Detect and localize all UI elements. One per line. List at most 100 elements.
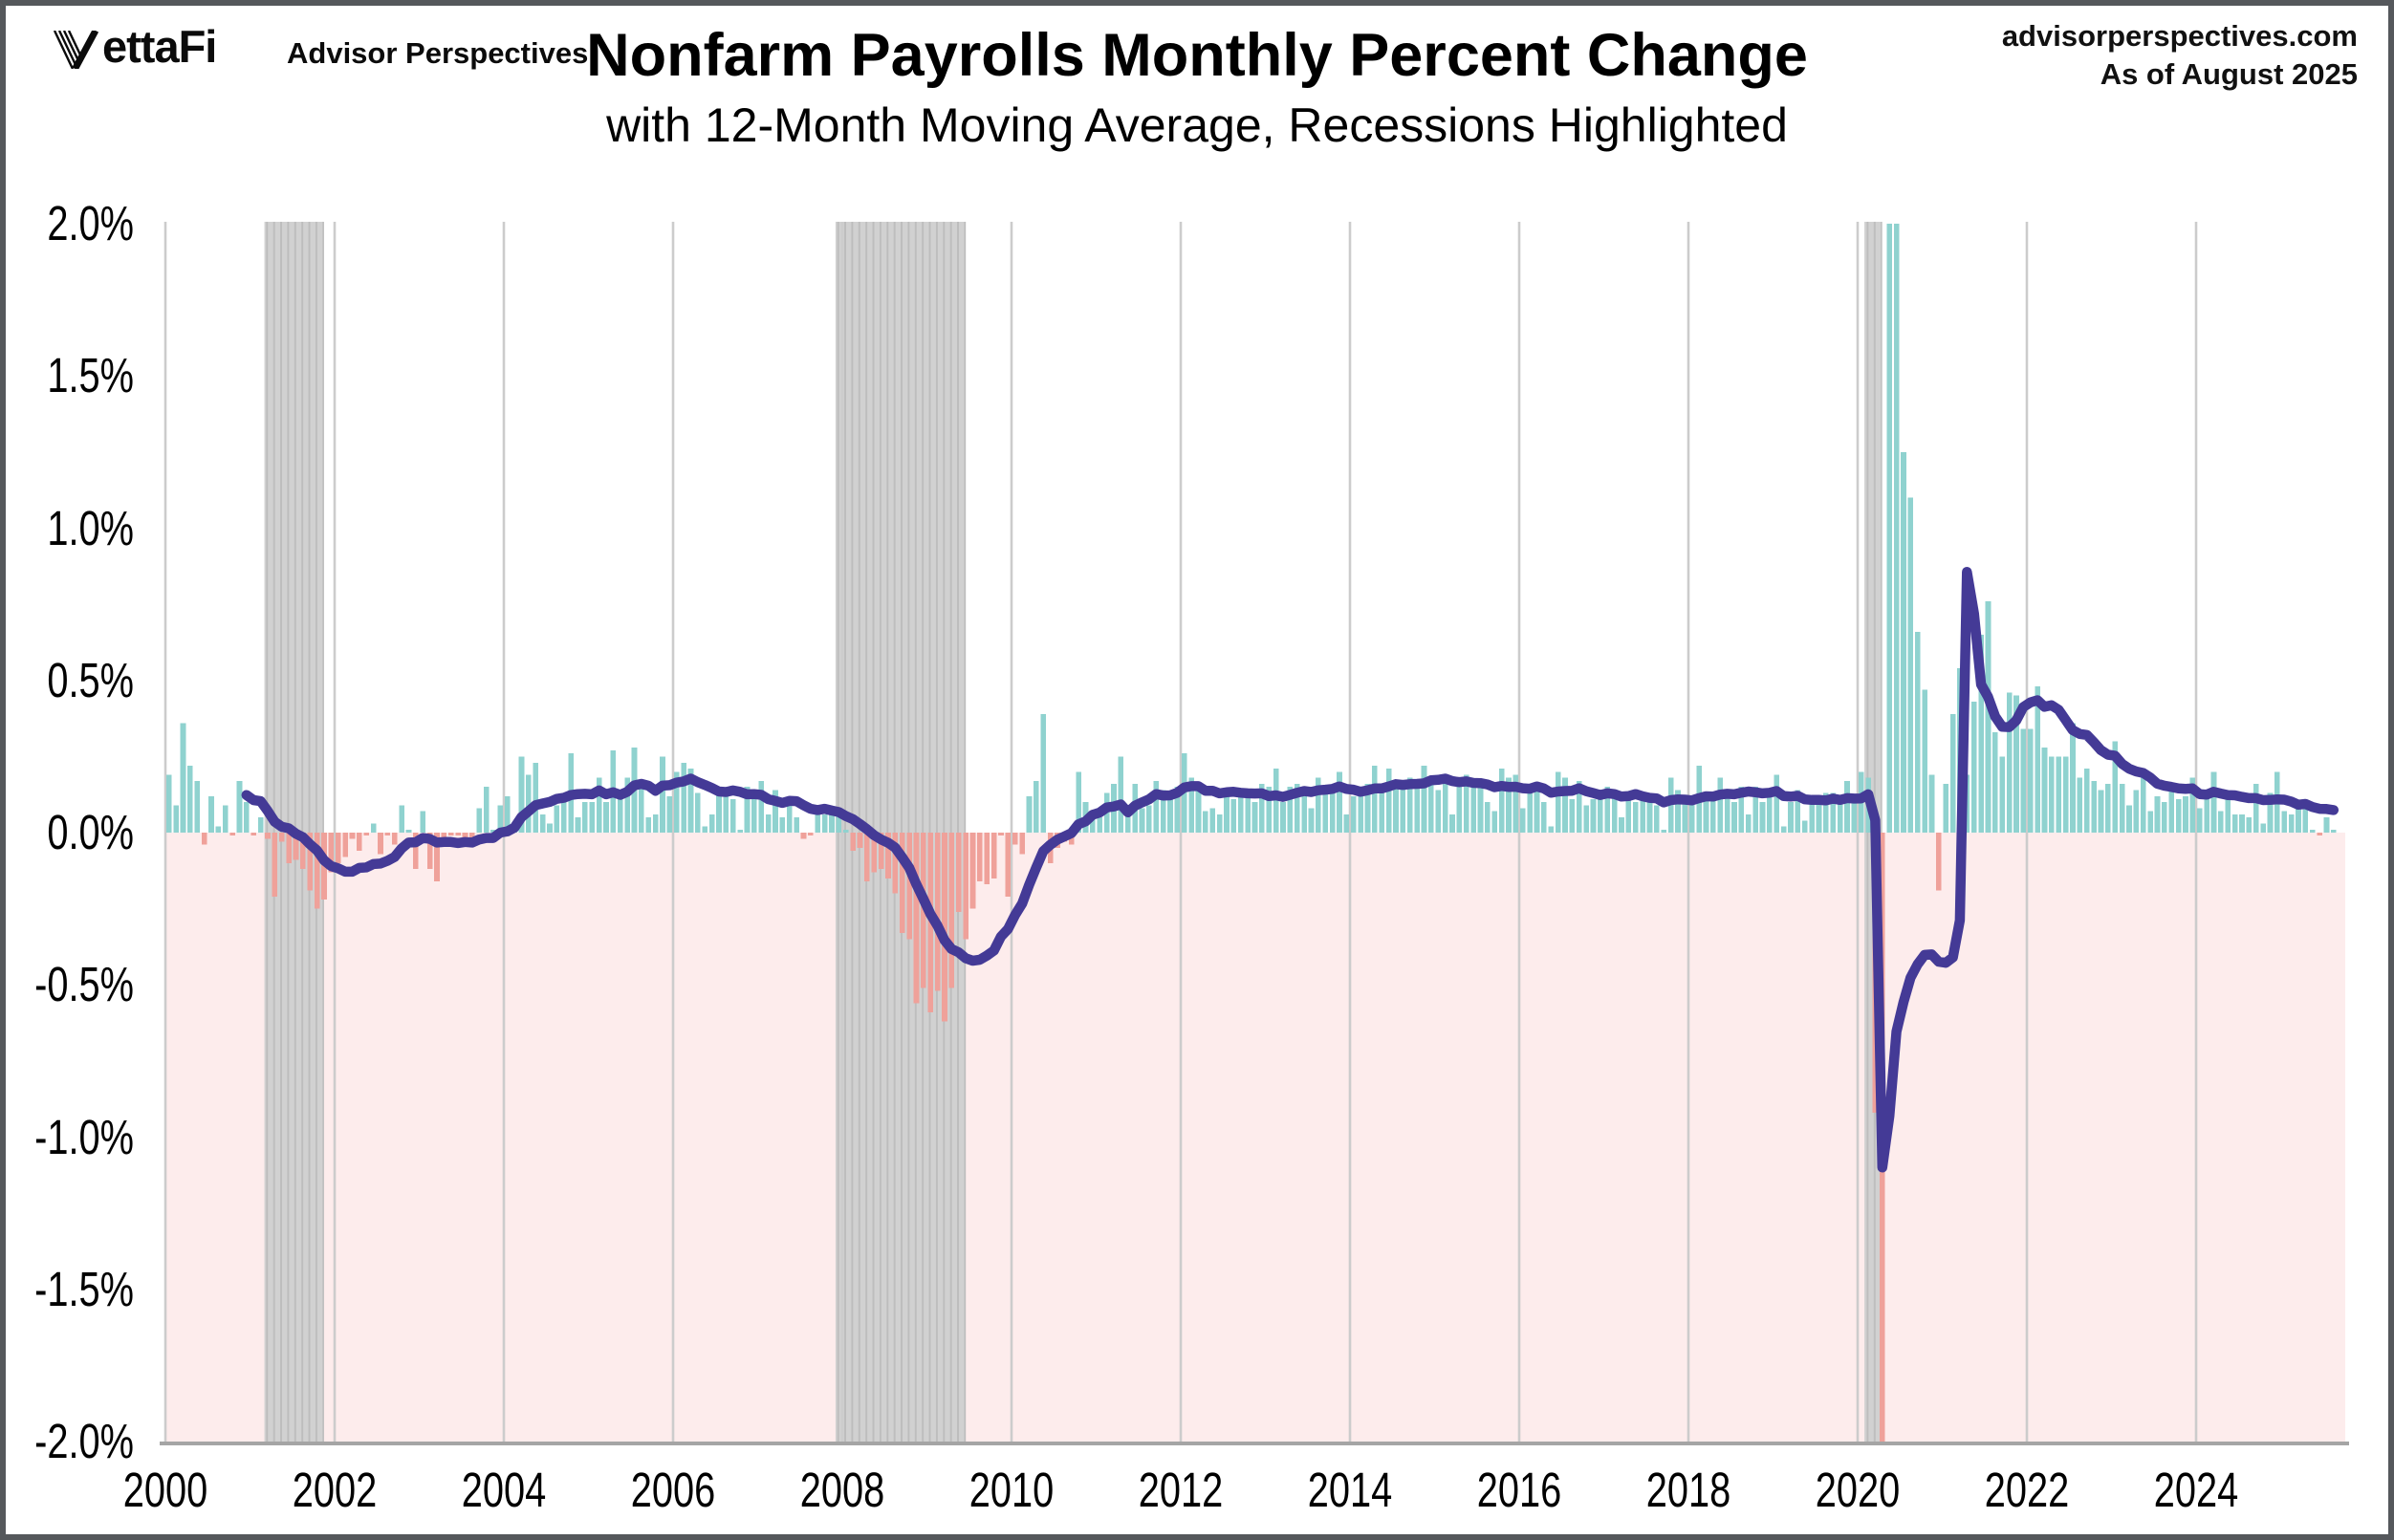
- bar-positive: [1034, 780, 1039, 833]
- bar-positive: [1646, 795, 1653, 833]
- x-tick-label: 2014: [1307, 1463, 1393, 1517]
- bar-positive: [1273, 769, 1279, 833]
- bar-positive: [2133, 790, 2140, 833]
- x-tick-label: 2022: [1984, 1463, 2070, 1517]
- bar-positive: [1759, 802, 1766, 833]
- below-zero-background: [165, 833, 2345, 1442]
- bar-negative: [272, 833, 278, 897]
- bar-positive: [2140, 774, 2146, 833]
- bar-positive: [716, 790, 722, 833]
- bar-positive: [2077, 777, 2083, 833]
- bar-positive: [2196, 808, 2203, 833]
- bar-positive: [1801, 820, 1808, 833]
- x-tick-label: 2010: [968, 1463, 1055, 1517]
- bar-positive: [2006, 692, 2013, 833]
- bar-negative: [899, 833, 905, 934]
- bar-negative: [885, 833, 891, 878]
- bar-negative: [963, 833, 968, 940]
- bar-positive: [729, 798, 736, 833]
- x-tick-label: 2024: [2153, 1463, 2239, 1517]
- bar-negative: [892, 833, 899, 894]
- bar-positive: [173, 805, 179, 833]
- bar-positive: [1851, 802, 1858, 833]
- bar-negative: [250, 833, 256, 836]
- bar-positive: [215, 826, 222, 833]
- bar-positive: [1294, 784, 1300, 833]
- bar-positive: [2013, 695, 2019, 833]
- bar-positive: [497, 805, 504, 833]
- bar-positive: [1548, 826, 1554, 833]
- bar-positive: [1562, 777, 1568, 833]
- bar-negative: [984, 833, 990, 885]
- bar-positive: [652, 813, 659, 833]
- bar-positive: [2302, 802, 2309, 833]
- bar-positive: [560, 795, 567, 833]
- bar-negative: [906, 833, 912, 940]
- bar-positive: [575, 817, 581, 833]
- bar-negative: [426, 833, 433, 870]
- bar-positive: [1682, 802, 1688, 833]
- bar-positive: [2056, 756, 2061, 834]
- bar-positive: [603, 802, 609, 833]
- bar-positive: [1428, 777, 1434, 833]
- bar-negative: [447, 833, 454, 836]
- bar-negative: [1019, 833, 1025, 855]
- bar-positive: [624, 777, 630, 833]
- bar-positive: [2119, 784, 2125, 833]
- bar-negative: [455, 833, 461, 836]
- bar-positive: [660, 756, 665, 834]
- bar-positive: [1026, 795, 1033, 833]
- bar-positive: [1139, 808, 1145, 833]
- bar-positive: [1654, 805, 1660, 833]
- bar-positive: [1611, 792, 1618, 833]
- bar-positive: [589, 802, 595, 833]
- bar-negative: [286, 833, 292, 863]
- bar-positive: [1541, 802, 1547, 833]
- bar-negative: [913, 833, 920, 1004]
- bar-positive: [687, 769, 694, 833]
- bar-positive: [1513, 774, 1519, 833]
- bar-negative: [977, 833, 983, 881]
- bar-positive: [1385, 769, 1392, 833]
- bar-positive: [187, 765, 193, 833]
- bar-positive: [1160, 790, 1166, 833]
- bar-positive: [547, 823, 553, 833]
- bar-positive: [773, 790, 778, 833]
- bar-positive: [1774, 774, 1779, 833]
- bar-positive: [1640, 798, 1645, 833]
- bar-positive: [639, 787, 644, 833]
- bar-negative: [265, 833, 271, 839]
- bar-positive: [1506, 777, 1512, 833]
- bar-positive: [815, 813, 820, 833]
- source-url: advisorperspectives.com: [2001, 19, 2358, 53]
- bar-positive: [2083, 769, 2090, 833]
- bar-positive: [1350, 795, 1357, 833]
- bar-negative: [391, 833, 398, 845]
- bar-positive: [596, 777, 602, 833]
- bar-positive: [1195, 784, 1202, 833]
- bar-positive: [723, 792, 729, 833]
- bar-positive: [2162, 802, 2167, 833]
- bar-positive: [2147, 811, 2153, 833]
- bar-positive: [208, 795, 214, 833]
- bar-positive: [399, 805, 404, 833]
- bar-positive: [1421, 765, 1427, 833]
- bar-positive: [1752, 787, 1758, 833]
- bar-negative: [349, 833, 356, 839]
- bar-positive: [1978, 634, 1984, 833]
- bar-positive: [1209, 808, 1215, 833]
- bar-positive: [1463, 774, 1469, 833]
- bar-positive: [836, 811, 842, 833]
- bar-negative: [942, 833, 947, 1022]
- bar-positive: [1598, 798, 1603, 833]
- bar-negative: [434, 833, 440, 881]
- bar-positive: [1907, 497, 1914, 833]
- page-subtitle: with 12-Month Moving Average, Recessions…: [606, 98, 1788, 152]
- bar-positive: [1922, 689, 1927, 833]
- bar-positive: [1555, 771, 1561, 833]
- bar-positive: [786, 802, 793, 833]
- x-tick-label: 2002: [292, 1463, 378, 1517]
- x-tick-label: 2016: [1476, 1463, 1562, 1517]
- bar-positive: [1583, 805, 1589, 833]
- bar-positive: [758, 780, 764, 833]
